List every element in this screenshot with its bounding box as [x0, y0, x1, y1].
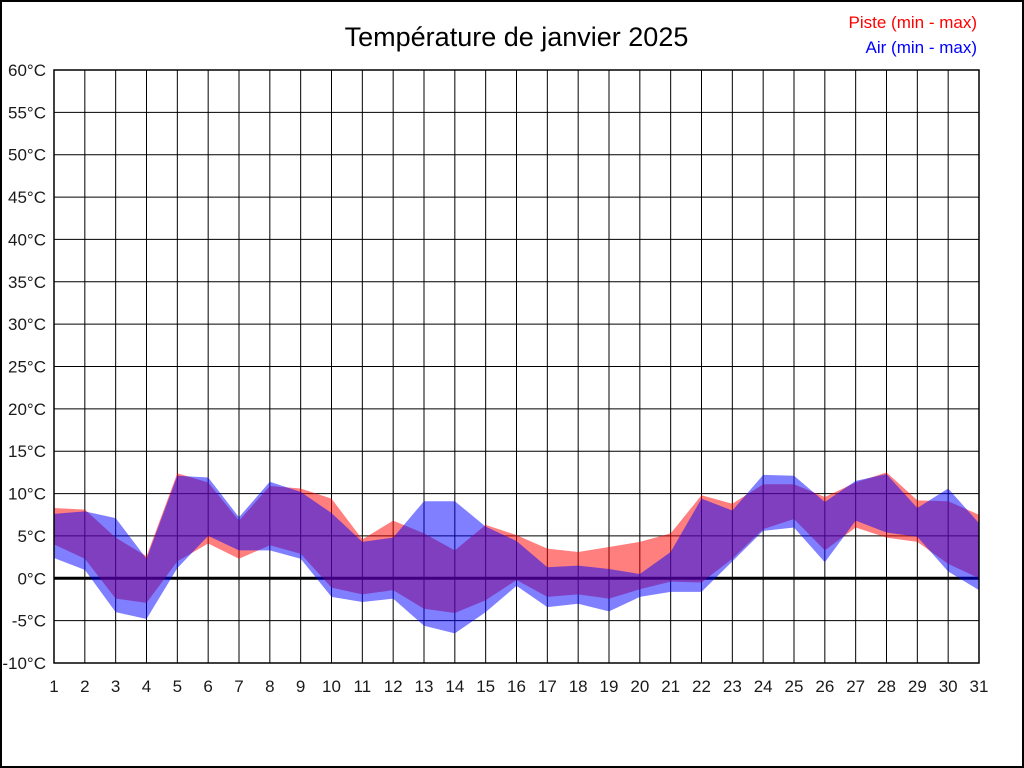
y-tick-label: 10°C: [8, 485, 46, 504]
y-tick-label: 35°C: [8, 273, 46, 292]
x-tick-label: 25: [785, 677, 804, 696]
air-minmax-band: [54, 474, 979, 634]
x-tick-label: 24: [754, 677, 773, 696]
y-tick-label: 25°C: [8, 358, 46, 377]
x-tick-label: 14: [445, 677, 464, 696]
x-tick-label: 10: [322, 677, 341, 696]
x-tick-label: 17: [538, 677, 557, 696]
x-tick-label: 23: [723, 677, 742, 696]
x-tick-label: 19: [600, 677, 619, 696]
y-tick-label: 5°C: [17, 527, 46, 546]
x-tick-label: 9: [296, 677, 305, 696]
legend: Piste (min - max) Air (min - max): [849, 10, 977, 60]
plot-border: [53, 69, 980, 664]
x-tick-label: 26: [815, 677, 834, 696]
y-tick-label: 0°C: [17, 569, 46, 588]
x-tick-label: 5: [173, 677, 182, 696]
y-tick-label: 30°C: [8, 315, 46, 334]
x-tick-label: 1: [49, 677, 58, 696]
y-tick-label: 40°C: [8, 230, 46, 249]
x-tick-label: 8: [265, 677, 274, 696]
x-tick-label: 30: [939, 677, 958, 696]
x-tick-label: 27: [846, 677, 865, 696]
x-tick-label: 20: [630, 677, 649, 696]
x-tick-label: 18: [569, 677, 588, 696]
y-tick-label: -5°C: [12, 612, 46, 631]
x-tick-label: 6: [203, 677, 212, 696]
x-tick-label: 22: [692, 677, 711, 696]
y-tick-label: 55°C: [8, 103, 46, 122]
x-tick-label: 13: [415, 677, 434, 696]
x-tick-label: 2: [80, 677, 89, 696]
x-tick-label: 3: [111, 677, 120, 696]
y-tick-label: 50°C: [8, 146, 46, 165]
x-tick-label: 4: [142, 677, 151, 696]
x-tick-label: 29: [908, 677, 927, 696]
legend-item-air: Air (min - max): [865, 38, 977, 57]
x-tick-label: 12: [384, 677, 403, 696]
x-tick-label: 31: [970, 677, 989, 696]
x-tick-label: 11: [354, 677, 372, 696]
y-tick-label: 20°C: [8, 400, 46, 419]
x-tick-label: 16: [507, 677, 526, 696]
legend-item-piste: Piste (min - max): [848, 13, 977, 32]
y-tick-label: 15°C: [8, 442, 46, 461]
y-tick-label: 45°C: [8, 188, 46, 207]
chart-title: Température de janvier 2025: [344, 22, 689, 52]
y-tick-label: 60°C: [8, 61, 46, 80]
x-tick-label: 7: [234, 677, 243, 696]
x-tick-label: 21: [661, 677, 680, 696]
x-tick-label: 15: [476, 677, 495, 696]
x-tick-label: 28: [877, 677, 896, 696]
y-tick-label: -10°C: [2, 654, 46, 673]
